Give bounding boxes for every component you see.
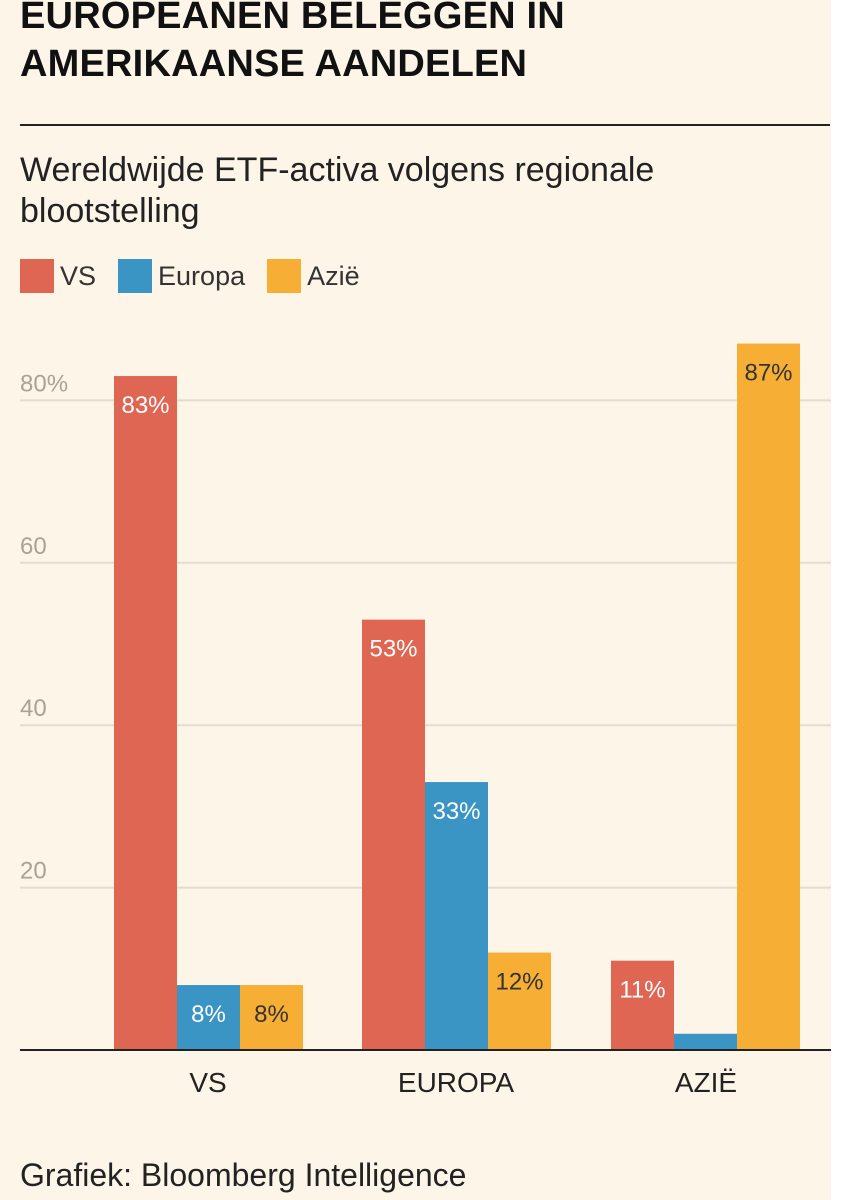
chart-legend: VS Europa Azië [20,258,382,294]
legend-swatch-europa [118,259,153,293]
data-label-vs-0: 83% [121,392,169,419]
legend-item-europa: Europa [118,259,245,293]
bar-azi-2 [737,343,800,1050]
source-credit: Grafiek: Bloomberg Intelligence [20,1157,467,1193]
data-label-europa-1: 33% [432,798,480,825]
data-label-azi-1: 12% [495,969,543,996]
legend-label-vs: VS [60,260,97,291]
x-tick-label-2: AZIË [675,1067,737,1098]
bar-vs-2 [611,960,674,1050]
legend-swatch-azie [267,259,302,293]
bar-europa-2 [674,1033,737,1050]
y-tick-label-80: 80% [20,370,68,397]
legend-item-vs: VS [20,259,96,293]
title-divider [20,124,830,126]
chart-title: EUROPEANEN BELEGGEN IN AMERIKAANSE AANDE… [20,0,820,88]
legend-label-azie: Azië [307,260,360,291]
bar-europa-0 [177,985,240,1050]
legend-label-europa: Europa [158,260,246,291]
bar-europa-1 [425,782,488,1050]
chart-title-line-1: EUROPEANEN BELEGGEN IN [20,0,565,37]
y-tick-label-60: 60 [20,533,47,560]
data-label-europa-0: 8% [191,1001,226,1028]
bar-vs-1 [362,619,425,1050]
chart-subtitle-line-2: blootstelling [20,192,200,230]
legend-item-azie: Azië [267,259,360,293]
bar-vs-0 [114,376,177,1050]
bar-azi-1 [488,952,551,1050]
data-label-azi-0: 8% [254,1001,289,1028]
chart-title-line-2: AMERIKAANSE AANDELEN [20,43,528,85]
x-tick-label-1: EUROPA [398,1067,514,1098]
data-label-vs-1: 53% [369,636,417,663]
chart-card: EUROPEANEN BELEGGEN IN AMERIKAANSE AANDE… [0,0,831,1200]
chart-subtitle: Wereldwijde ETF-activa volgens regionale… [20,150,820,232]
chart-subtitle-line-1: Wereldwijde ETF-activa volgens regionale [20,151,655,189]
data-label-azi-2: 87% [744,360,792,387]
legend-swatch-vs [20,259,54,293]
y-tick-label-20: 20 [20,858,47,885]
y-tick-label-40: 40 [20,695,47,722]
bar-chart: 20 40 60 80% 83% 53% 11% 8% 33% 8% 12% 87% VS EUROPA A… [20,343,831,1098]
data-label-vs-2: 11% [619,977,665,1004]
x-tick-label-0: VS [189,1067,226,1098]
bar-azi-0 [240,985,303,1050]
